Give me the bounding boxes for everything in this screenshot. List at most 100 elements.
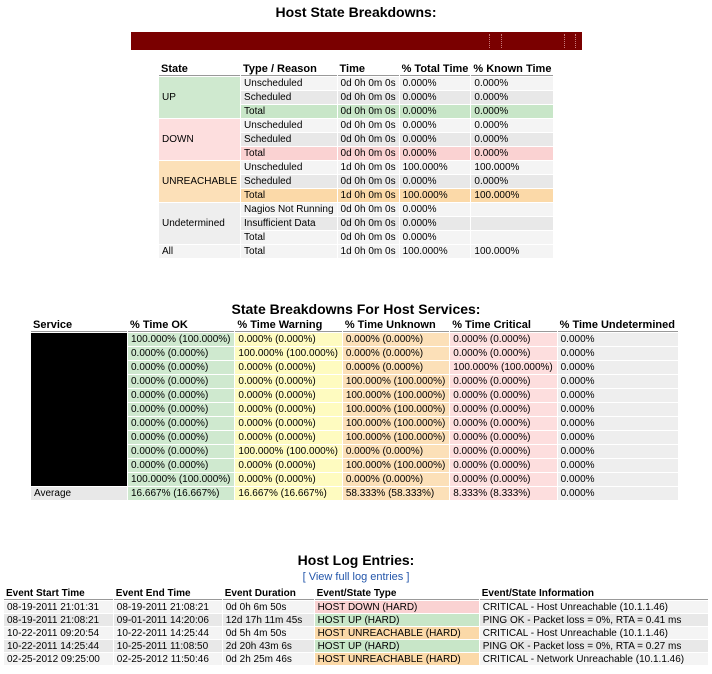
- col-state: State: [159, 63, 241, 76]
- host-state-row: Total 0d 0h 0m 0s 0.000%: [159, 231, 554, 244]
- service-average-cell: 0.000%: [557, 487, 678, 500]
- host-state-cell: Total: [241, 147, 337, 160]
- host-state-all-cell: 100.000%: [471, 245, 554, 258]
- host-state-cell: 100.000%: [399, 161, 471, 174]
- service-cell: 0.000% (0.000%): [450, 389, 557, 402]
- service-cell: 0.000% (0.000%): [450, 347, 557, 360]
- service-cell: 0.000%: [557, 459, 678, 472]
- service-average-row: Average 16.667% (16.667%) 16.667% (16.667%…: [31, 487, 678, 500]
- host-state-all-cell: 1d 0h 0m 0s: [337, 245, 399, 258]
- col-event-end: Event End Time: [113, 588, 222, 600]
- service-row: 0.000% (0.000%) 0.000% (0.000%) 100.000% (…: [31, 375, 678, 388]
- log-cell: CRITICAL - Network Unreachable (10.1.1.4…: [479, 653, 708, 665]
- log-cell: 2d 20h 43m 6s: [222, 640, 314, 652]
- log-cell: 10-22-2011 09:20:54: [4, 627, 113, 639]
- bar-tick: [489, 34, 490, 48]
- host-state-row: DOWN Unscheduled 0d 0h 0m 0s 0.000% 0.000%: [159, 119, 554, 160]
- log-cell: HOST UP (HARD): [314, 614, 479, 626]
- host-state-cell: Total: [241, 231, 337, 244]
- service-cell: 0.000%: [557, 389, 678, 402]
- state-cell: DOWN: [159, 119, 241, 160]
- host-state-cell: Unscheduled: [241, 77, 337, 90]
- host-state-cell: 0.000%: [471, 77, 554, 90]
- log-cell: 10-25-2011 11:08:50: [113, 640, 222, 652]
- service-cell: 0.000% (0.000%): [342, 347, 450, 360]
- service-cell: 100.000% (100.000%): [235, 347, 342, 360]
- host-state-row: UNREACHABLE Unscheduled 1d 0h 0m 0s 100.000…: [159, 161, 554, 202]
- log-title: Host Log Entries:: [297, 552, 415, 568]
- log-cell: PING OK - Packet loss = 0%, RTA = 0.41 m…: [479, 614, 708, 626]
- service-cell: 0.000% (0.000%): [450, 333, 557, 346]
- service-cell: 0.000% (0.000%): [235, 459, 342, 472]
- host-state-cell: 0.000%: [471, 147, 554, 160]
- log-cell: HOST UP (HARD): [314, 640, 479, 652]
- bar-tick: [564, 34, 565, 48]
- service-cell: 0.000% (0.000%): [450, 417, 557, 430]
- host-state-cell: Total: [241, 105, 337, 118]
- service-cell: 0.000%: [557, 403, 678, 416]
- host-state-cell: 0.000%: [471, 119, 554, 132]
- host-state-cell: 0.000%: [399, 231, 471, 244]
- log-cell: 0d 5h 4m 50s: [222, 627, 314, 639]
- log-cell: PING OK - Packet loss = 0%, RTA = 0.27 m…: [479, 640, 708, 652]
- col-service: Service: [31, 319, 127, 332]
- state-cell: UNREACHABLE: [159, 161, 241, 202]
- col-known-time: % Known Time: [471, 63, 554, 76]
- service-cell: 0.000% (0.000%): [235, 389, 342, 402]
- log-header-row: Event Start Time Event End Time Event Du…: [4, 588, 708, 600]
- service-cell: 0.000% (0.000%): [235, 473, 342, 486]
- log-cell: HOST UNREACHABLE (HARD): [314, 627, 479, 639]
- service-cell: 0.000%: [557, 347, 678, 360]
- log-cell: 08-19-2011 21:08:21: [113, 601, 222, 613]
- log-row: 08-19-2011 21:08:21 09-01-2011 14:20:06 12…: [4, 614, 708, 626]
- service-cell: 100.000% (100.000%): [342, 403, 450, 416]
- service-cell: 0.000%: [557, 431, 678, 444]
- host-state-cell: 0.000%: [399, 119, 471, 132]
- log-cell: 08-19-2011 21:01:31: [4, 601, 113, 613]
- log-cell: 0d 2h 25m 46s: [222, 653, 314, 665]
- log-cell: 09-01-2011 14:20:06: [113, 614, 222, 626]
- host-state-row: Scheduled 0d 0h 0m 0s 0.000% 0.000%: [159, 175, 554, 188]
- service-cell: 0.000% (0.000%): [450, 445, 557, 458]
- log-cell: 12d 17h 11m 45s: [222, 614, 314, 626]
- host-state-cell: 1d 0h 0m 0s: [337, 189, 399, 202]
- log-cell: HOST UNREACHABLE (HARD): [314, 653, 479, 665]
- host-state-cell: 0d 0h 0m 0s: [337, 147, 399, 160]
- service-cell: 0.000% (0.000%): [235, 417, 342, 430]
- service-average-cell: 8.333% (8.333%): [450, 487, 557, 500]
- service-cell: 0.000%: [557, 361, 678, 374]
- host-state-all-cell: All: [159, 245, 241, 258]
- host-state-cell: 0.000%: [399, 133, 471, 146]
- host-state-all-cell: 100.000%: [399, 245, 471, 258]
- col-time-unknown: % Time Unknown: [342, 319, 450, 332]
- service-cell: 0.000% (0.000%): [235, 403, 342, 416]
- service-cell: 100.000% (100.000%): [342, 459, 450, 472]
- host-state-cell: 0.000%: [399, 91, 471, 104]
- host-state-cell: 0d 0h 0m 0s: [337, 217, 399, 230]
- log-row: 10-22-2011 09:20:54 10-22-2011 14:25:44 0d…: [4, 627, 708, 639]
- host-state-cell: 0.000%: [471, 105, 554, 118]
- service-cell: 0.000% (0.000%): [128, 361, 235, 374]
- service-cell: 100.000% (100.000%): [342, 375, 450, 388]
- col-time-undetermined: % Time Undetermined: [557, 319, 678, 332]
- service-cell: 0.000% (0.000%): [450, 403, 557, 416]
- host-state-cell: 0.000%: [399, 217, 471, 230]
- service-cell: 0.000% (0.000%): [450, 473, 557, 486]
- col-event-type: Event/State Type: [314, 588, 479, 600]
- log-cell: CRITICAL - Host Unreachable (10.1.1.46): [479, 627, 708, 639]
- host-state-cell: 0.000%: [399, 175, 471, 188]
- service-row: 0.000% (0.000%) 100.000% (100.000%) 0.000%…: [31, 347, 678, 360]
- host-state-cell: 100.000%: [471, 189, 554, 202]
- host-state-cell: 0.000%: [471, 175, 554, 188]
- service-row: 0.000% (0.000%) 100.000% (100.000%) 0.000%…: [31, 445, 678, 458]
- service-cell: 100.000% (100.000%): [128, 473, 235, 486]
- host-state-row: Total 1d 0h 0m 0s 100.000% 100.000%: [159, 189, 554, 202]
- host-state-row: Total 0d 0h 0m 0s 0.000% 0.000%: [159, 147, 554, 160]
- host-state-cell: 0.000%: [471, 91, 554, 104]
- service-average-cell: Average: [31, 487, 127, 500]
- service-cell: 0.000% (0.000%): [450, 375, 557, 388]
- view-full-log-link[interactable]: [ View full log entries ]: [302, 571, 410, 583]
- host-state-cell: 0.000%: [399, 105, 471, 118]
- host-state-cell: Unscheduled: [241, 161, 337, 174]
- state-cell: Undetermined: [159, 203, 241, 244]
